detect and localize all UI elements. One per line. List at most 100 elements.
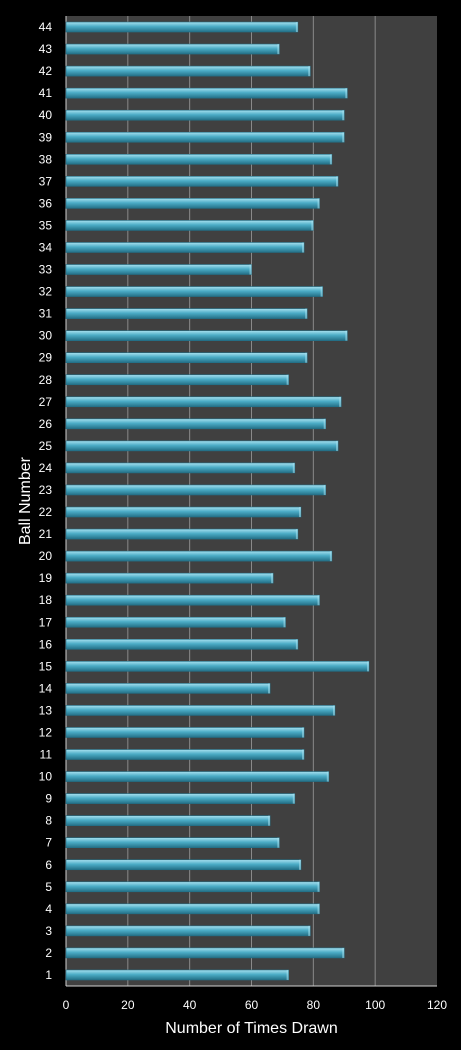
y-tick-label: 15 <box>39 659 53 673</box>
bar-cap <box>295 529 298 540</box>
bar-ball-1 <box>65 969 289 981</box>
bar-cap <box>305 308 308 319</box>
bar-ball-6 <box>65 859 302 871</box>
bar-ball-12 <box>65 727 305 738</box>
bar-cap <box>336 440 339 451</box>
y-tick-label: 40 <box>39 108 53 122</box>
bar-ball-17 <box>65 616 286 628</box>
bar-ball-13 <box>65 705 336 716</box>
bar-cap <box>317 903 320 914</box>
bar-cap <box>317 198 320 209</box>
bar-cap <box>283 617 286 628</box>
bar-cap <box>308 925 311 936</box>
x-tick-label: 80 <box>307 998 321 1012</box>
y-tick-label: 20 <box>39 549 53 563</box>
y-tick-label: 5 <box>45 880 52 894</box>
bar-cap <box>329 154 332 165</box>
y-tick-label: 9 <box>45 792 52 806</box>
y-tick-label: 27 <box>39 395 53 409</box>
bar-cap <box>302 749 305 760</box>
bar-ball-42 <box>65 65 311 77</box>
x-tick-label: 120 <box>427 998 447 1012</box>
y-tick-label: 11 <box>40 748 53 762</box>
bar-ball-9 <box>65 793 296 804</box>
bar-ball-18 <box>65 594 320 606</box>
y-tick-label: 37 <box>39 174 53 188</box>
y-tick-label: 30 <box>39 329 53 343</box>
x-tick-label: 40 <box>183 998 197 1012</box>
bar-ball-21 <box>65 528 299 540</box>
bar-ball-16 <box>65 638 299 650</box>
bar-cap <box>317 595 320 606</box>
bar-cap <box>311 220 314 231</box>
bar-cap <box>305 352 308 363</box>
y-tick-label: 38 <box>39 152 53 166</box>
y-tick-label: 13 <box>39 703 53 717</box>
y-axis-tick-labels: 1234567891011121314151617181920212223242… <box>39 20 53 982</box>
bar-ball-35 <box>65 220 314 231</box>
y-tick-label: 4 <box>45 902 52 916</box>
bar-ball-37 <box>65 176 339 187</box>
bar-ball-36 <box>65 198 320 209</box>
y-tick-label: 3 <box>45 924 52 938</box>
bar-ball-33 <box>65 264 252 275</box>
bar-cap <box>302 242 305 253</box>
bar-ball-5 <box>65 881 320 893</box>
y-tick-label: 33 <box>39 263 53 277</box>
bar-ball-32 <box>65 286 323 297</box>
y-tick-label: 7 <box>45 836 52 850</box>
y-tick-label: 25 <box>39 439 53 453</box>
y-tick-label: 43 <box>39 42 53 56</box>
x-axis-title: Number of Times Drawn <box>165 1020 338 1037</box>
bar-cap <box>286 969 289 980</box>
bar-ball-27 <box>65 396 342 408</box>
x-tick-label: 20 <box>121 998 135 1012</box>
bar-cap <box>249 264 252 275</box>
bar-cap <box>329 551 332 562</box>
bar-ball-19 <box>65 572 274 584</box>
bar-ball-20 <box>65 550 333 562</box>
y-tick-label: 19 <box>39 571 53 585</box>
bar-cap <box>342 947 345 958</box>
y-tick-label: 32 <box>39 285 53 299</box>
bar-ball-28 <box>65 374 289 386</box>
y-tick-label: 35 <box>39 218 53 232</box>
bar-cap <box>277 837 280 848</box>
y-tick-label: 17 <box>39 615 53 629</box>
x-tick-label: 0 <box>63 998 70 1012</box>
bar-ball-3 <box>65 925 311 937</box>
y-tick-label: 12 <box>39 725 53 739</box>
bar-ball-29 <box>65 352 308 364</box>
bar-ball-10 <box>65 771 330 782</box>
bar-cap <box>342 132 345 143</box>
y-tick-label: 10 <box>39 770 53 784</box>
bar-ball-14 <box>65 683 271 694</box>
bar-cap <box>271 573 274 584</box>
bar-ball-30 <box>65 330 348 341</box>
y-tick-label: 28 <box>39 373 53 387</box>
y-tick-label: 18 <box>39 593 53 607</box>
bar-ball-4 <box>65 903 320 915</box>
bar-cap <box>339 396 342 407</box>
bar-cap <box>268 815 271 826</box>
x-axis-tick-labels: 0 20 40 60 80 100 120 <box>63 998 448 1012</box>
y-tick-label: 14 <box>39 681 53 695</box>
bar-ball-34 <box>65 242 305 253</box>
bar-cap <box>366 661 369 672</box>
bar-ball-25 <box>65 440 339 452</box>
bar-cap <box>268 683 271 694</box>
bar-ball-39 <box>65 131 345 143</box>
y-tick-label: 6 <box>45 858 52 872</box>
bar-cap <box>342 110 345 121</box>
x-tick-label: 100 <box>365 998 385 1012</box>
y-tick-label: 24 <box>39 461 53 475</box>
y-tick-label: 22 <box>39 505 53 519</box>
y-tick-label: 2 <box>45 946 52 960</box>
bar-ball-7 <box>65 837 280 849</box>
bar-ball-24 <box>65 462 296 474</box>
bar-ball-43 <box>65 43 280 55</box>
bar-cap <box>336 176 339 187</box>
bar-cap <box>320 286 323 297</box>
y-tick-label: 36 <box>39 196 53 210</box>
